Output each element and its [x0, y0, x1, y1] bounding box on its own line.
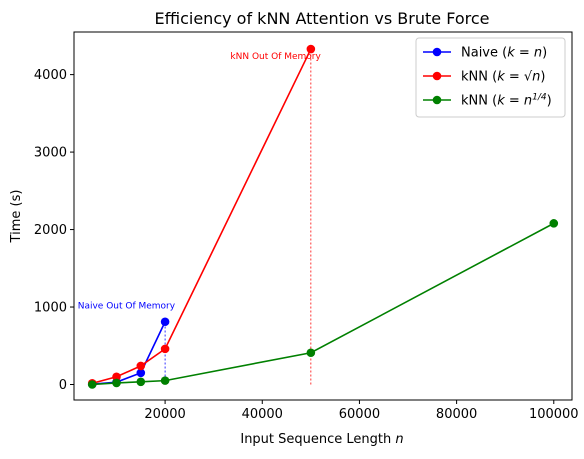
series-0-point-2 [136, 368, 146, 378]
y-tick-label-2: 2000 [34, 223, 67, 238]
series-0-point-3 [160, 317, 170, 327]
annotation-label-1: kNN Out Of Memory [230, 52, 321, 62]
series-2-point-5 [549, 219, 559, 228]
x-tick-label-3: 80000 [436, 407, 477, 422]
legend-label-0: Naive (k = n) [461, 46, 547, 61]
plot-area: Naive Out Of Memory kNN Out Of Memory [78, 44, 559, 389]
x-axis-ticks: 20000 40000 60000 80000 100000 [144, 400, 579, 422]
series-2-point-0 [87, 380, 97, 389]
legend-marker-2 [432, 95, 442, 105]
y-tick-label-1: 1000 [34, 301, 67, 316]
legend-label-2: kNN (k = n1/4) [461, 93, 552, 109]
series-1-point-1 [112, 372, 121, 382]
x-tick-label-4: 100000 [529, 407, 579, 422]
x-axis-label: Input Sequence Length n [240, 432, 403, 447]
y-axis-label: Time (s) [9, 190, 24, 244]
annotation-label-0: Naive Out Of Memory [78, 302, 176, 312]
series-2-point-2 [136, 377, 146, 387]
legend-marker-0 [432, 47, 442, 57]
series-line-1 [92, 48, 312, 385]
series-2-point-4 [306, 348, 316, 358]
x-tick-label-1: 40000 [242, 407, 283, 422]
series-line-0 [92, 321, 166, 385]
legend-marker-1 [432, 71, 442, 81]
y-tick-label-0: 0 [59, 378, 67, 393]
x-tick-label-0: 20000 [144, 407, 185, 422]
chart-title: Efficiency of kNN Attention vs Brute For… [155, 9, 490, 28]
legend: Naive (k = n) kNN (k = √n) kNN (k = n1/4) [415, 37, 566, 118]
y-tick-label-4: 4000 [34, 68, 67, 83]
y-axis-ticks: 0 1000 2000 3000 4000 [34, 68, 74, 393]
series-1-point-3 [160, 344, 170, 354]
series-1-point-2 [136, 361, 146, 371]
x-tick-label-2: 60000 [339, 407, 380, 422]
plot-frame [73, 31, 573, 401]
series-2-point-3 [160, 376, 170, 385]
series-1-point-4 [306, 44, 316, 54]
series-2-point-1 [112, 378, 121, 388]
legend-label-1: kNN (k = √n) [461, 70, 545, 85]
y-tick-label-3: 3000 [34, 146, 67, 161]
legend-box [415, 37, 566, 118]
